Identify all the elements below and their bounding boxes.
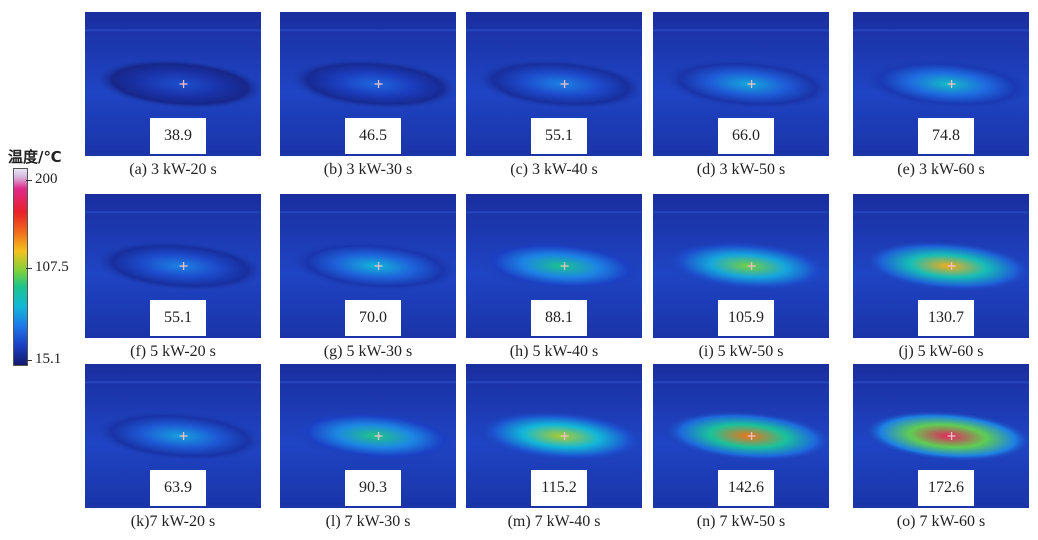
crosshair-icon xyxy=(947,432,956,440)
panel-caption: (m) 7 kW-40 s xyxy=(507,513,601,530)
panel-caption: (n) 7 kW-50 s xyxy=(696,513,786,530)
legend-max-label: 200 xyxy=(35,171,58,187)
thermal-panel-c: 55.1 (c) 3 kW-40 s xyxy=(466,12,642,188)
colorbar-tick-min xyxy=(26,360,32,361)
thermal-image: 115.2 xyxy=(466,364,642,508)
legend-min-label: 15.1 xyxy=(35,351,62,367)
thermal-image: 63.9 xyxy=(85,364,261,508)
crosshair-icon xyxy=(947,80,956,88)
panel-caption: (k)7 kW-20 s xyxy=(130,513,216,530)
panel-caption: (b) 3 kW-30 s xyxy=(323,161,413,178)
panel-caption: (f) 5 kW-20 s xyxy=(130,343,216,360)
crosshair-icon xyxy=(374,432,383,440)
colorbar xyxy=(13,168,28,366)
panel-caption: (a) 3 kW-20 s xyxy=(129,161,217,178)
temperature-readout: 142.6 xyxy=(718,470,774,506)
thermal-image: 66.0 xyxy=(653,12,829,156)
temperature-readout: 63.9 xyxy=(150,470,206,506)
crosshair-icon xyxy=(374,80,383,88)
thermal-panel-a: 38.9 (a) 3 kW-20 s xyxy=(85,12,261,188)
crosshair-icon xyxy=(179,432,188,440)
crosshair-icon xyxy=(560,80,569,88)
legend-mid-label: 107.5 xyxy=(35,259,69,275)
temperature-readout: 55.1 xyxy=(531,118,587,154)
colorbar-tick-max xyxy=(26,180,32,181)
thermal-panel-g: 70.0 (g) 5 kW-30 s xyxy=(280,194,456,370)
crosshair-icon xyxy=(947,262,956,270)
crosshair-icon xyxy=(179,262,188,270)
panel-caption: (d) 3 kW-50 s xyxy=(696,161,786,178)
panel-caption: (e) 3 kW-60 s xyxy=(897,161,985,178)
thermal-image: 46.5 xyxy=(280,12,456,156)
thermal-image: 55.1 xyxy=(85,194,261,338)
thermal-panel-d: 66.0 (d) 3 kW-50 s xyxy=(653,12,829,188)
thermal-panel-k: 63.9 (k)7 kW-20 s xyxy=(85,364,261,540)
thermal-image: 90.3 xyxy=(280,364,456,508)
thermal-panel-h: 88.1 (h) 5 kW-40 s xyxy=(466,194,642,370)
colorbar-tick-mid xyxy=(26,268,32,269)
thermal-image: 88.1 xyxy=(466,194,642,338)
temperature-readout: 38.9 xyxy=(150,118,206,154)
crosshair-icon xyxy=(374,262,383,270)
thermal-panel-b: 46.5 (b) 3 kW-30 s xyxy=(280,12,456,188)
thermal-image: 172.6 xyxy=(853,364,1029,508)
crosshair-icon xyxy=(747,432,756,440)
thermal-image: 74.8 xyxy=(853,12,1029,156)
thermal-panel-n: 142.6 (n) 7 kW-50 s xyxy=(653,364,829,540)
thermal-image: 130.7 xyxy=(853,194,1029,338)
temperature-readout: 66.0 xyxy=(718,118,774,154)
temperature-legend: 温度/℃ 200 107.5 15.1 xyxy=(0,140,84,380)
panel-caption: (g) 5 kW-30 s xyxy=(323,343,413,360)
panel-caption: (l) 7 kW-30 s xyxy=(325,513,411,530)
legend-title: 温度/℃ xyxy=(8,148,62,166)
thermal-image: 38.9 xyxy=(85,12,261,156)
thermal-image: 142.6 xyxy=(653,364,829,508)
thermal-image: 55.1 xyxy=(466,12,642,156)
temperature-readout: 70.0 xyxy=(345,300,401,336)
thermal-panel-i: 105.9 (i) 5 kW-50 s xyxy=(653,194,829,370)
crosshair-icon xyxy=(560,432,569,440)
temperature-readout: 130.7 xyxy=(918,300,974,336)
thermal-panel-m: 115.2 (m) 7 kW-40 s xyxy=(466,364,642,540)
thermal-panel-f: 55.1 (f) 5 kW-20 s xyxy=(85,194,261,370)
temperature-readout: 55.1 xyxy=(150,300,206,336)
thermal-image: 105.9 xyxy=(653,194,829,338)
crosshair-icon xyxy=(747,262,756,270)
thermal-panel-o: 172.6 (o) 7 kW-60 s xyxy=(853,364,1029,540)
thermal-panel-j: 130.7 (j) 5 kW-60 s xyxy=(853,194,1029,370)
thermal-panel-e: 74.8 (e) 3 kW-60 s xyxy=(853,12,1029,188)
temperature-readout: 46.5 xyxy=(345,118,401,154)
temperature-readout: 88.1 xyxy=(531,300,587,336)
panel-caption: (j) 5 kW-60 s xyxy=(898,343,984,360)
temperature-readout: 105.9 xyxy=(718,300,774,336)
panel-caption: (i) 5 kW-50 s xyxy=(698,343,784,360)
crosshair-icon xyxy=(560,262,569,270)
thermal-panel-l: 90.3 (l) 7 kW-30 s xyxy=(280,364,456,540)
temperature-readout: 172.6 xyxy=(918,470,974,506)
temperature-readout: 115.2 xyxy=(531,470,587,506)
panel-caption: (h) 5 kW-40 s xyxy=(509,343,599,360)
panel-caption: (o) 7 kW-60 s xyxy=(896,513,986,530)
panel-caption: (c) 3 kW-40 s xyxy=(510,161,598,178)
crosshair-icon xyxy=(179,80,188,88)
crosshair-icon xyxy=(747,80,756,88)
temperature-readout: 90.3 xyxy=(345,470,401,506)
temperature-readout: 74.8 xyxy=(918,118,974,154)
thermal-image: 70.0 xyxy=(280,194,456,338)
